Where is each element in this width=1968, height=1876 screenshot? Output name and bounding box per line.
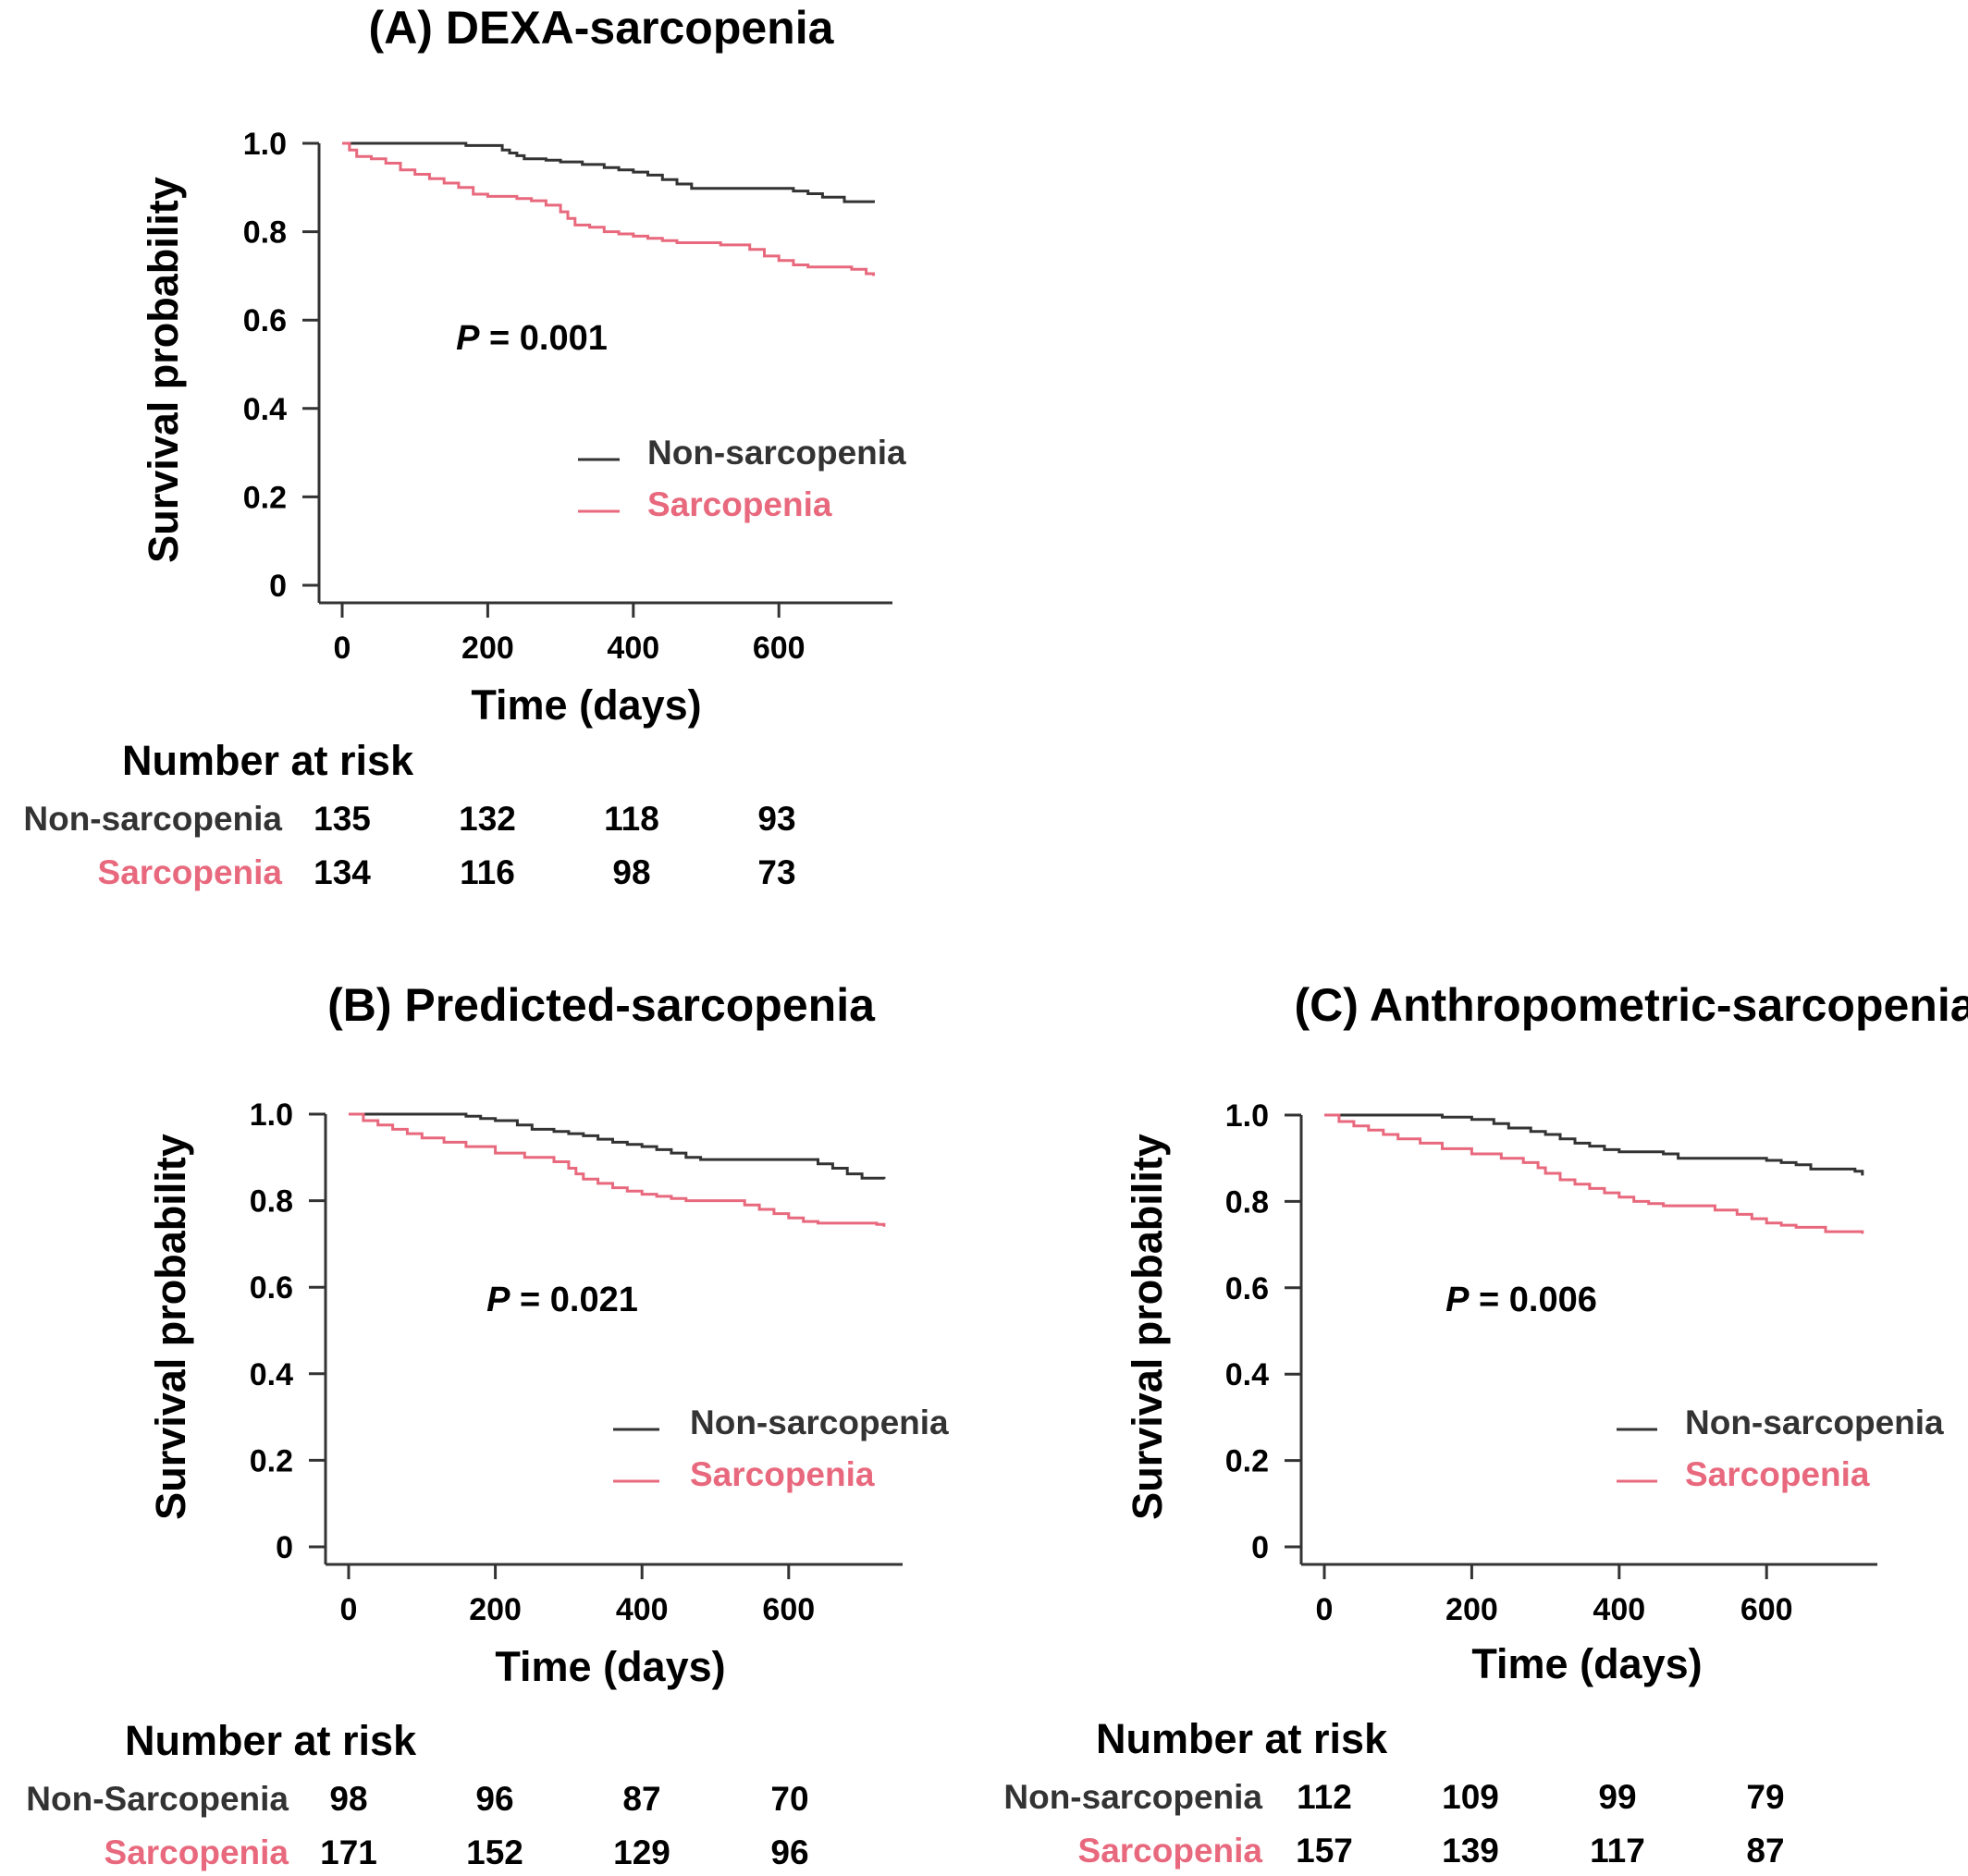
- risk-count: 117: [1590, 1832, 1645, 1870]
- y-tick-label: 0.8: [243, 215, 287, 251]
- risk-count: 139: [1442, 1832, 1499, 1870]
- legend-label-sarcopenia: Sarcopenia: [690, 1455, 875, 1493]
- risk-count: 129: [613, 1833, 670, 1871]
- risk-count: 132: [459, 800, 516, 838]
- risk-count: 157: [1296, 1832, 1353, 1870]
- p-value-annotation: P = 0.001: [456, 319, 608, 358]
- risk-table-heading: Number at risk: [122, 737, 414, 784]
- y-tick-label: 0: [1251, 1530, 1269, 1565]
- legend-label-sarcopenia: Sarcopenia: [1685, 1455, 1870, 1493]
- risk-count: 152: [466, 1833, 523, 1871]
- legend-label-non-sarcopenia: Non-sarcopenia: [647, 434, 906, 472]
- y-tick-label: 0.6: [250, 1270, 293, 1306]
- risk-count: 87: [622, 1780, 660, 1818]
- risk-row-label-non-sarcopenia: Non-Sarcopenia: [26, 1780, 289, 1818]
- y-tick-label: 0.4: [1225, 1357, 1269, 1392]
- risk-count: 135: [314, 800, 371, 838]
- sarcopenia-curve: [349, 1112, 886, 1227]
- risk-table-heading: Number at risk: [1096, 1715, 1388, 1762]
- y-axis-label: Survival probability: [140, 177, 187, 563]
- y-tick-label: 0.4: [243, 392, 287, 427]
- risk-count: 96: [475, 1780, 513, 1818]
- panel-c: (C) Anthropometric-sarcopenia 0 0.2 0.4 0.6 0…: [1003, 979, 1968, 1870]
- risk-count: 99: [1598, 1778, 1636, 1816]
- y-tick-label: 0.4: [250, 1357, 293, 1392]
- sarcopenia-curve: [1324, 1113, 1864, 1234]
- y-tick-label: 0.2: [250, 1443, 293, 1478]
- y-tick-label: 0.6: [1225, 1271, 1269, 1306]
- risk-row-label-sarcopenia: Sarcopenia: [98, 853, 283, 891]
- p-value: = 0.021: [510, 1281, 637, 1319]
- x-tick-label: 400: [1593, 1592, 1645, 1627]
- risk-count: 118: [604, 800, 659, 838]
- risk-count: 171: [320, 1833, 377, 1871]
- x-axis-label: Time (days): [1471, 1640, 1702, 1687]
- p-value: = 0.006: [1469, 1281, 1596, 1319]
- y-tick-label: 0.2: [1225, 1444, 1269, 1479]
- y-tick-label: 1.0: [250, 1097, 293, 1133]
- risk-count: 96: [770, 1833, 808, 1871]
- risk-row-label-sarcopenia: Sarcopenia: [1078, 1832, 1263, 1870]
- non-sarcopenia-curve: [342, 141, 875, 203]
- risk-count: 109: [1442, 1778, 1499, 1816]
- x-tick-label: 0: [334, 631, 351, 666]
- risk-count: 73: [757, 853, 795, 891]
- y-tick-label: 1.0: [243, 127, 287, 162]
- y-axis-label: Survival probability: [1124, 1134, 1171, 1520]
- y-tick-label: 0.6: [243, 303, 287, 338]
- risk-table-heading: Number at risk: [125, 1717, 417, 1764]
- risk-count: 116: [460, 853, 515, 891]
- p-symbol: P: [1445, 1281, 1470, 1319]
- legend-label-non-sarcopenia: Non-sarcopenia: [1685, 1404, 1944, 1441]
- x-tick-label: 600: [753, 631, 806, 666]
- p-symbol: P: [456, 319, 480, 358]
- chart-title: (A) DEXA-sarcopenia: [369, 2, 835, 54]
- risk-row-label-non-sarcopenia: Non-sarcopenia: [23, 800, 282, 838]
- risk-count: 70: [770, 1780, 808, 1818]
- x-tick-label: 0: [340, 1592, 358, 1627]
- risk-row-label-non-sarcopenia: Non-sarcopenia: [1003, 1778, 1262, 1816]
- x-tick-label: 600: [1740, 1592, 1793, 1627]
- x-axis-label: Time (days): [495, 1643, 725, 1690]
- sarcopenia-curve: [342, 141, 875, 276]
- legend-label-sarcopenia: Sarcopenia: [647, 485, 832, 523]
- risk-count: 112: [1297, 1778, 1352, 1816]
- risk-count: 98: [329, 1780, 367, 1818]
- x-tick-label: 200: [1445, 1592, 1498, 1627]
- risk-count: 87: [1746, 1832, 1784, 1870]
- x-axis-label: Time (days): [471, 681, 701, 729]
- x-tick-label: 200: [469, 1592, 522, 1627]
- x-tick-label: 600: [762, 1592, 815, 1627]
- legend-label-non-sarcopenia: Non-sarcopenia: [690, 1404, 949, 1441]
- risk-count: 93: [757, 800, 795, 838]
- x-tick-label: 400: [616, 1592, 669, 1627]
- panel-b: (B) Predicted-sarcopenia 0 0.2 0.4 0.6 0.8 1.0…: [26, 979, 949, 1871]
- risk-count: 134: [314, 853, 371, 891]
- y-tick-label: 0: [276, 1530, 293, 1565]
- non-sarcopenia-curve: [349, 1112, 886, 1180]
- p-value: = 0.001: [479, 319, 607, 358]
- risk-count: 98: [612, 853, 650, 891]
- panel-a: (A) DEXA-sarcopenia 0 0.2 0.4 0.6 0.8 1.0 0 200 4…: [23, 2, 906, 891]
- y-axis-label: Survival probability: [147, 1134, 194, 1520]
- x-tick-label: 400: [607, 631, 659, 666]
- x-tick-label: 200: [461, 631, 514, 666]
- y-tick-label: 1.0: [1225, 1098, 1269, 1134]
- y-tick-label: 0.8: [1225, 1184, 1269, 1220]
- y-tick-label: 0.8: [250, 1184, 293, 1220]
- risk-row-label-sarcopenia: Sarcopenia: [105, 1833, 289, 1871]
- y-tick-label: 0: [269, 569, 287, 604]
- chart-title: (C) Anthropometric-sarcopenia: [1294, 979, 1968, 1031]
- chart-title: (B) Predicted-sarcopenia: [327, 979, 876, 1031]
- p-value-annotation: P = 0.006: [1445, 1281, 1597, 1319]
- risk-count: 79: [1746, 1778, 1784, 1816]
- y-tick-label: 0.2: [243, 480, 287, 515]
- p-symbol: P: [486, 1281, 510, 1319]
- p-value-annotation: P = 0.021: [486, 1281, 638, 1319]
- x-tick-label: 0: [1316, 1592, 1334, 1627]
- non-sarcopenia-curve: [1324, 1113, 1864, 1176]
